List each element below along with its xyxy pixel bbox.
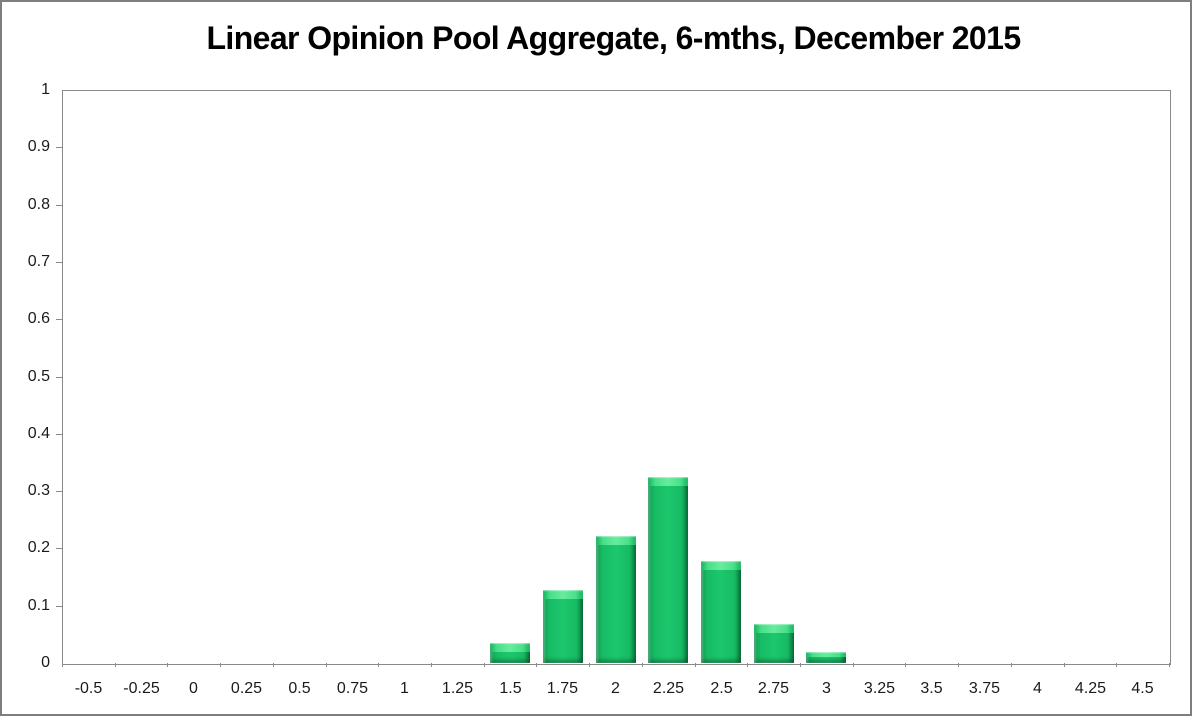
bar-1.5 [490, 643, 530, 663]
x-axis-tick [695, 663, 696, 667]
y-axis-label: 1 [41, 81, 50, 98]
x-axis-tick [484, 663, 485, 667]
bar-2.25 [648, 477, 688, 663]
y-axis-label: 0.4 [27, 425, 50, 442]
y-axis-tick [56, 147, 62, 148]
bar-2 [596, 536, 636, 663]
y-axis-label: 0.9 [27, 138, 50, 155]
y-axis-label: 0.2 [27, 539, 50, 556]
y-axis-tick [56, 491, 62, 492]
x-axis-label: 2.75 [757, 680, 790, 697]
x-axis-label: 3 [822, 680, 831, 697]
x-axis-tick [642, 663, 643, 667]
x-axis-tick [1116, 663, 1117, 667]
x-axis-tick [62, 663, 63, 667]
y-axis-label: 0.6 [27, 310, 50, 327]
x-axis-tick [958, 663, 959, 667]
x-axis-label: 4.5 [1131, 680, 1154, 697]
x-axis-tick [853, 663, 854, 667]
x-axis-label: 1.5 [499, 680, 522, 697]
x-axis-label: 4 [1033, 680, 1042, 697]
x-axis-label: -0.5 [74, 680, 103, 697]
x-axis-tick [536, 663, 537, 667]
bar-3 [806, 652, 846, 663]
y-axis-tick [56, 319, 62, 320]
chart-title: Linear Opinion Pool Aggregate, 6-mths, D… [206, 20, 1021, 56]
x-axis-label: 1.25 [441, 680, 474, 697]
bar-2.5 [701, 561, 741, 663]
x-axis-label: 2.5 [710, 680, 733, 697]
y-axis-tick [56, 262, 62, 263]
x-axis-tick [167, 663, 168, 667]
y-axis-tick [56, 548, 62, 549]
y-axis-label: 0.1 [27, 597, 50, 614]
x-axis-label: 3.5 [920, 680, 943, 697]
x-axis-label: 2.25 [652, 680, 685, 697]
x-axis-tick [747, 663, 748, 667]
x-axis-tick [115, 663, 116, 667]
y-axis-label: 0 [41, 654, 50, 671]
y-axis-tick [56, 434, 62, 435]
x-axis-tick [1011, 663, 1012, 667]
x-axis-label: 0.25 [230, 680, 263, 697]
x-axis-tick [273, 663, 274, 667]
x-axis-label: 4.25 [1074, 680, 1107, 697]
y-axis-label: 0.5 [27, 368, 50, 385]
bar-1.75 [543, 590, 583, 663]
x-axis-label: 1 [400, 680, 409, 697]
x-axis-label: 0.75 [336, 680, 369, 697]
y-axis-label: 0.3 [27, 482, 50, 499]
y-axis-label: 0.8 [27, 196, 50, 213]
y-axis-tick [56, 377, 62, 378]
x-axis-tick [905, 663, 906, 667]
x-axis-tick [378, 663, 379, 667]
x-axis-tick [1169, 663, 1170, 667]
y-axis-tick [56, 205, 62, 206]
x-axis-label: 1.75 [546, 680, 579, 697]
x-axis-label: 0 [189, 680, 198, 697]
x-axis-tick [800, 663, 801, 667]
x-axis-tick [1064, 663, 1065, 667]
x-axis-label: 2 [611, 680, 620, 697]
x-axis-tick [589, 663, 590, 667]
x-axis-label: 3.25 [863, 680, 896, 697]
x-axis-label: -0.25 [123, 680, 160, 697]
x-axis-label: 3.75 [968, 680, 1001, 697]
y-axis-label: 0.7 [27, 253, 50, 270]
x-axis-tick [220, 663, 221, 667]
x-axis-tick [326, 663, 327, 667]
bar-2.75 [754, 624, 794, 663]
x-axis-tick [431, 663, 432, 667]
y-axis-tick [56, 606, 62, 607]
x-axis-label: 0.5 [288, 680, 311, 697]
